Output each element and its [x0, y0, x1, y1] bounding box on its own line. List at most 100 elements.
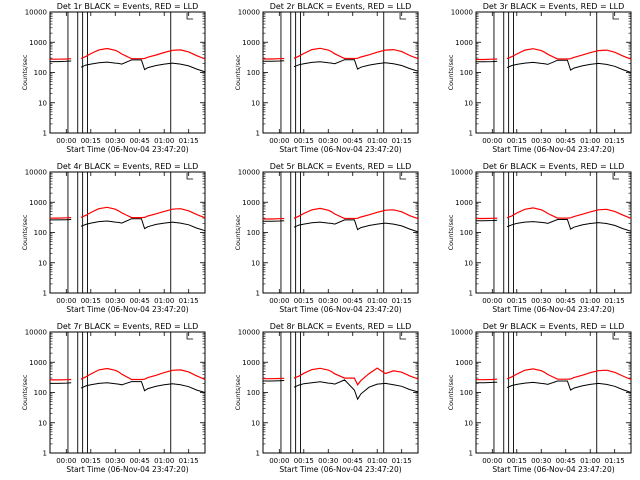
x-tick-label: 00:45	[556, 457, 576, 465]
x-axis-label: Start Time (06-Nov-04 23:47:20)	[492, 145, 614, 154]
y-tick-label: 1	[43, 290, 47, 298]
y-tick-label: 10000	[25, 169, 47, 177]
x-tick-label: 00:15	[81, 457, 101, 465]
plot-frame	[475, 331, 632, 454]
annotation-bracket	[399, 13, 407, 20]
panel-det-6: Det 6r BLACK = Events, RED = LLD 00:00 00:…	[447, 162, 632, 314]
panel-title: Det 2r BLACK = Events, RED = LLD	[270, 2, 412, 11]
x-tick-label: 00:00	[269, 137, 289, 145]
x-tick-label: 00:45	[556, 297, 576, 305]
panel-title: Det 1r BLACK = Events, RED = LLD	[57, 2, 199, 11]
panel-title: Det 9r BLACK = Events, RED = LLD	[483, 322, 625, 331]
x-axis-label: Start Time (06-Nov-04 23:47:20)	[492, 305, 614, 314]
y-tick-label: 10000	[451, 169, 473, 177]
events-series-line	[263, 219, 419, 233]
x-tick-label: 00:45	[556, 137, 576, 145]
plot-frame	[49, 11, 206, 134]
x-tick-label: 00:15	[507, 297, 527, 305]
x-tick-label: 00:00	[269, 457, 289, 465]
panel-det-2: Det 2r BLACK = Events, RED = LLD 00:00 00:…	[234, 2, 419, 154]
x-tick-label: 00:15	[507, 457, 527, 465]
y-tick-label: 10000	[238, 329, 260, 337]
y-tick-label: 100	[460, 229, 473, 237]
x-tick-label: 00:45	[343, 457, 363, 465]
x-tick-label: 00:00	[269, 297, 289, 305]
events-series-line	[50, 381, 206, 393]
y-axis-label: Counts/sec	[447, 54, 455, 90]
x-tick-label: 00:15	[294, 297, 314, 305]
y-axis-label: Counts/sec	[21, 374, 29, 410]
lld-series-line	[476, 207, 632, 220]
lld-series-line	[50, 47, 206, 60]
y-tick-label: 10000	[25, 9, 47, 17]
y-tick-label: 1000	[455, 199, 473, 207]
lld-series-line	[50, 367, 206, 381]
y-tick-label: 10000	[451, 329, 473, 337]
x-tick-label: 01:00	[580, 137, 600, 145]
x-tick-label: 00:30	[318, 297, 338, 305]
events-series-line	[476, 219, 632, 232]
x-tick-label: 01:00	[367, 137, 387, 145]
y-tick-label: 1000	[29, 199, 47, 207]
x-axis-label: Start Time (06-Nov-04 23:47:20)	[279, 465, 401, 474]
y-tick-label: 1	[256, 130, 260, 138]
y-tick-label: 1000	[455, 359, 473, 367]
annotation-bracket	[399, 173, 407, 180]
x-tick-label: 00:30	[318, 137, 338, 145]
y-tick-label: 10	[251, 419, 260, 427]
panel-title: Det 3r BLACK = Events, RED = LLD	[483, 2, 625, 11]
x-tick-label: 00:15	[81, 297, 101, 305]
y-tick-label: 10	[464, 259, 473, 267]
y-axis-label: Counts/sec	[234, 214, 242, 250]
y-tick-label: 10	[464, 419, 473, 427]
plot-frame	[475, 171, 632, 294]
panel-det-9: Det 9r BLACK = Events, RED = LLD 00:00 00:…	[447, 322, 632, 474]
x-tick-label: 00:15	[81, 137, 101, 145]
y-tick-label: 1000	[242, 359, 260, 367]
panel-det-5: Det 5r BLACK = Events, RED = LLD 00:00 00:…	[234, 162, 419, 314]
events-series-line	[50, 218, 206, 232]
events-series-line	[476, 380, 632, 393]
y-tick-label: 10000	[238, 9, 260, 17]
x-tick-label: 01:00	[154, 137, 174, 145]
y-tick-label: 10	[251, 99, 260, 107]
x-tick-label: 00:00	[56, 297, 76, 305]
x-tick-label: 01:00	[580, 297, 600, 305]
y-axis-label: Counts/sec	[21, 214, 29, 250]
panel-title: Det 7r BLACK = Events, RED = LLD	[57, 322, 199, 331]
x-tick-label: 01:15	[605, 137, 625, 145]
y-tick-label: 100	[247, 69, 260, 77]
x-axis-label: Start Time (06-Nov-04 23:47:20)	[492, 465, 614, 474]
y-tick-label: 1	[469, 130, 473, 138]
y-tick-label: 10	[38, 99, 47, 107]
x-tick-label: 00:45	[130, 297, 150, 305]
events-series-line	[476, 59, 632, 73]
y-tick-label: 1	[469, 290, 473, 298]
annotation-bracket	[186, 13, 194, 20]
panel-title: Det 6r BLACK = Events, RED = LLD	[483, 162, 625, 171]
plot-frame	[49, 331, 206, 454]
annotation-bracket	[186, 333, 194, 340]
annotation-bracket	[612, 13, 620, 20]
x-tick-label: 01:00	[580, 457, 600, 465]
x-tick-label: 00:45	[130, 457, 150, 465]
panel-title: Det 4r BLACK = Events, RED = LLD	[57, 162, 199, 171]
y-tick-label: 100	[34, 229, 47, 237]
y-tick-label: 1000	[242, 199, 260, 207]
x-tick-label: 00:00	[56, 457, 76, 465]
y-tick-label: 100	[460, 69, 473, 77]
y-axis-label: Counts/sec	[234, 374, 242, 410]
y-axis-label: Counts/sec	[234, 54, 242, 90]
y-axis-label: Counts/sec	[447, 374, 455, 410]
x-axis-label: Start Time (06-Nov-04 23:47:20)	[279, 305, 401, 314]
x-tick-label: 00:15	[507, 137, 527, 145]
y-axis-label: Counts/sec	[21, 54, 29, 90]
y-tick-label: 10	[251, 259, 260, 267]
lld-series-line	[476, 48, 632, 61]
plot-frame	[262, 331, 419, 454]
panel-title: Det 5r BLACK = Events, RED = LLD	[270, 162, 412, 171]
lld-series-line	[263, 367, 419, 386]
x-tick-label: 01:15	[179, 137, 199, 145]
x-tick-label: 00:00	[482, 457, 502, 465]
